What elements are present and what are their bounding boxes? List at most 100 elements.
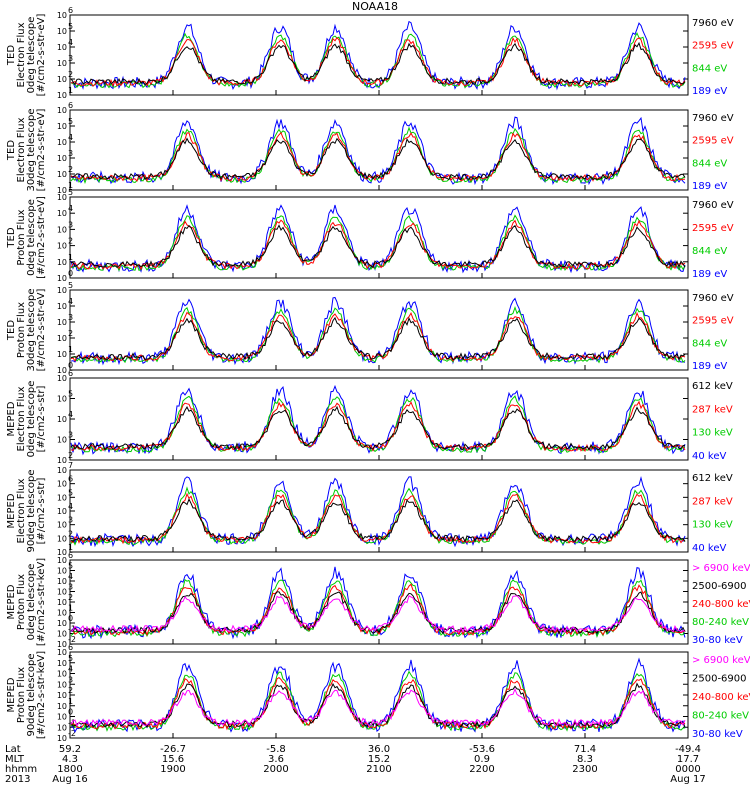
y-tick-label: 10	[57, 691, 67, 700]
legend-entry: 130 keV	[692, 520, 733, 531]
y-tick-label: 10	[57, 493, 67, 502]
time-axis-row-label: Lat	[5, 744, 21, 755]
y-tick-exponent: 5	[68, 390, 73, 399]
y-tick-exponent: 3	[68, 516, 73, 525]
y-tick-label: 10	[57, 659, 67, 668]
y-tick-label: 10	[57, 640, 67, 649]
series-trace	[70, 687, 686, 728]
y-tick-exponent: 4	[68, 410, 73, 419]
y-tick-exponent: 6	[68, 101, 73, 110]
legend-entry: 30-80 keV	[692, 729, 743, 740]
y-tick-exponent: 4	[68, 204, 73, 213]
y-tick-label: 10	[57, 186, 67, 195]
y-tick-label: 10	[57, 609, 67, 618]
y-tick-exponent: 0	[68, 614, 73, 623]
time-axis-value: 2200	[469, 764, 494, 775]
y-tick-exponent: 1	[68, 181, 73, 190]
series-trace	[70, 316, 686, 361]
y-tick-exponent: -2	[68, 635, 76, 644]
y-axis-label: TED	[6, 320, 17, 341]
series-trace	[70, 224, 686, 269]
legend-entry: 2595 eV	[692, 136, 734, 147]
time-axis-value: -26.7	[160, 744, 186, 755]
time-axis-value: 0.9	[474, 754, 490, 765]
legend-entry: 844 eV	[692, 158, 727, 169]
time-axis-value: -53.6	[469, 744, 495, 755]
y-tick-exponent: 2	[68, 237, 73, 246]
series-trace	[70, 41, 686, 86]
legend-entry: 2595 eV	[692, 41, 734, 52]
y-tick-label: 10	[57, 59, 67, 68]
y-tick-label: 10	[57, 734, 67, 743]
y-tick-label: 10	[57, 480, 67, 489]
time-axis-value: 8.3	[577, 754, 593, 765]
y-axis-label: [#/cm2-s-str-eV]	[36, 196, 47, 279]
y-tick-label: 10	[57, 170, 67, 179]
y-tick-label: 10	[57, 286, 67, 295]
y-tick-label: 10	[57, 648, 67, 657]
y-axis-label: TED	[6, 227, 17, 248]
y-tick-exponent: 5	[68, 281, 73, 290]
y-axis-label: 0deg telescope	[26, 564, 37, 641]
y-axis-label: MEPED	[6, 401, 17, 436]
series-trace	[70, 116, 686, 186]
y-tick-label: 10	[57, 242, 67, 251]
legend-entry: 2500-6900	[692, 581, 747, 592]
y-axis-label: 30deg telescope	[26, 108, 37, 191]
y-axis-label: MEPED	[6, 677, 17, 712]
y-tick-label: 10	[57, 577, 67, 586]
y-axis-label: Proton Flux	[16, 302, 27, 358]
time-axis-value: 2000	[263, 764, 288, 775]
y-tick-exponent: 6	[68, 475, 73, 484]
legend-entry: 240-800 keV	[692, 692, 750, 703]
y-tick-label: 10	[57, 274, 67, 283]
y-tick-label: 10	[57, 567, 67, 576]
y-tick-exponent: 5	[68, 117, 73, 126]
time-axis-value: Aug 17	[670, 774, 705, 785]
panel-frame	[69, 14, 689, 96]
y-axis-label: Electron Flux	[16, 22, 27, 87]
legend-entry: 7960 eV	[692, 113, 734, 124]
y-tick-exponent: 4	[68, 133, 73, 142]
y-tick-exponent: 2	[68, 165, 73, 174]
time-axis-value: 2100	[366, 764, 391, 775]
legend-entry: 844 eV	[692, 338, 727, 349]
y-tick-label: 10	[57, 318, 67, 327]
legend-entry: 30-80 keV	[692, 635, 743, 646]
y-tick-exponent: 3	[68, 583, 73, 592]
y-tick-exponent: 6	[68, 6, 73, 15]
y-tick-exponent: 2	[68, 686, 73, 695]
y-tick-label: 10	[57, 154, 67, 163]
y-axis-label: Proton Flux	[16, 209, 27, 265]
y-axis-label: 90deg telescope	[26, 653, 37, 736]
series-trace	[70, 20, 686, 91]
legend-entry: 80-240 keV	[692, 711, 749, 722]
y-tick-label: 10	[57, 713, 67, 722]
time-axis-row-label: hhmm	[5, 764, 37, 775]
series-trace	[70, 126, 686, 184]
legend-entry: 240-800 keV	[692, 599, 750, 610]
y-tick-exponent: 5	[68, 22, 73, 31]
time-axis-value: 17.7	[677, 754, 699, 765]
legend-entry: > 6900 keV	[692, 655, 750, 666]
y-tick-exponent: 1	[68, 345, 73, 354]
y-tick-label: 10	[57, 702, 67, 711]
y-tick-exponent: 5	[68, 654, 73, 663]
y-tick-exponent: 3	[68, 675, 73, 684]
y-tick-exponent: 4	[68, 38, 73, 47]
time-axis-value: 71.4	[574, 744, 596, 755]
legend-entry: 7960 eV	[692, 293, 734, 304]
y-axis-label: 90deg telescope	[26, 469, 37, 552]
y-tick-exponent: -2	[68, 729, 76, 738]
legend-entry: 287 keV	[692, 496, 733, 507]
y-tick-label: 10	[57, 619, 67, 628]
time-axis-value: -49.4	[675, 744, 701, 755]
series-trace	[70, 305, 686, 364]
legend-entry: 7960 eV	[692, 18, 734, 29]
y-tick-exponent: 2	[68, 329, 73, 338]
legend-entry: 2595 eV	[692, 316, 734, 327]
legend-entry: 612 keV	[692, 473, 733, 484]
y-tick-exponent: 5	[68, 562, 73, 571]
y-tick-exponent: 2	[68, 593, 73, 602]
